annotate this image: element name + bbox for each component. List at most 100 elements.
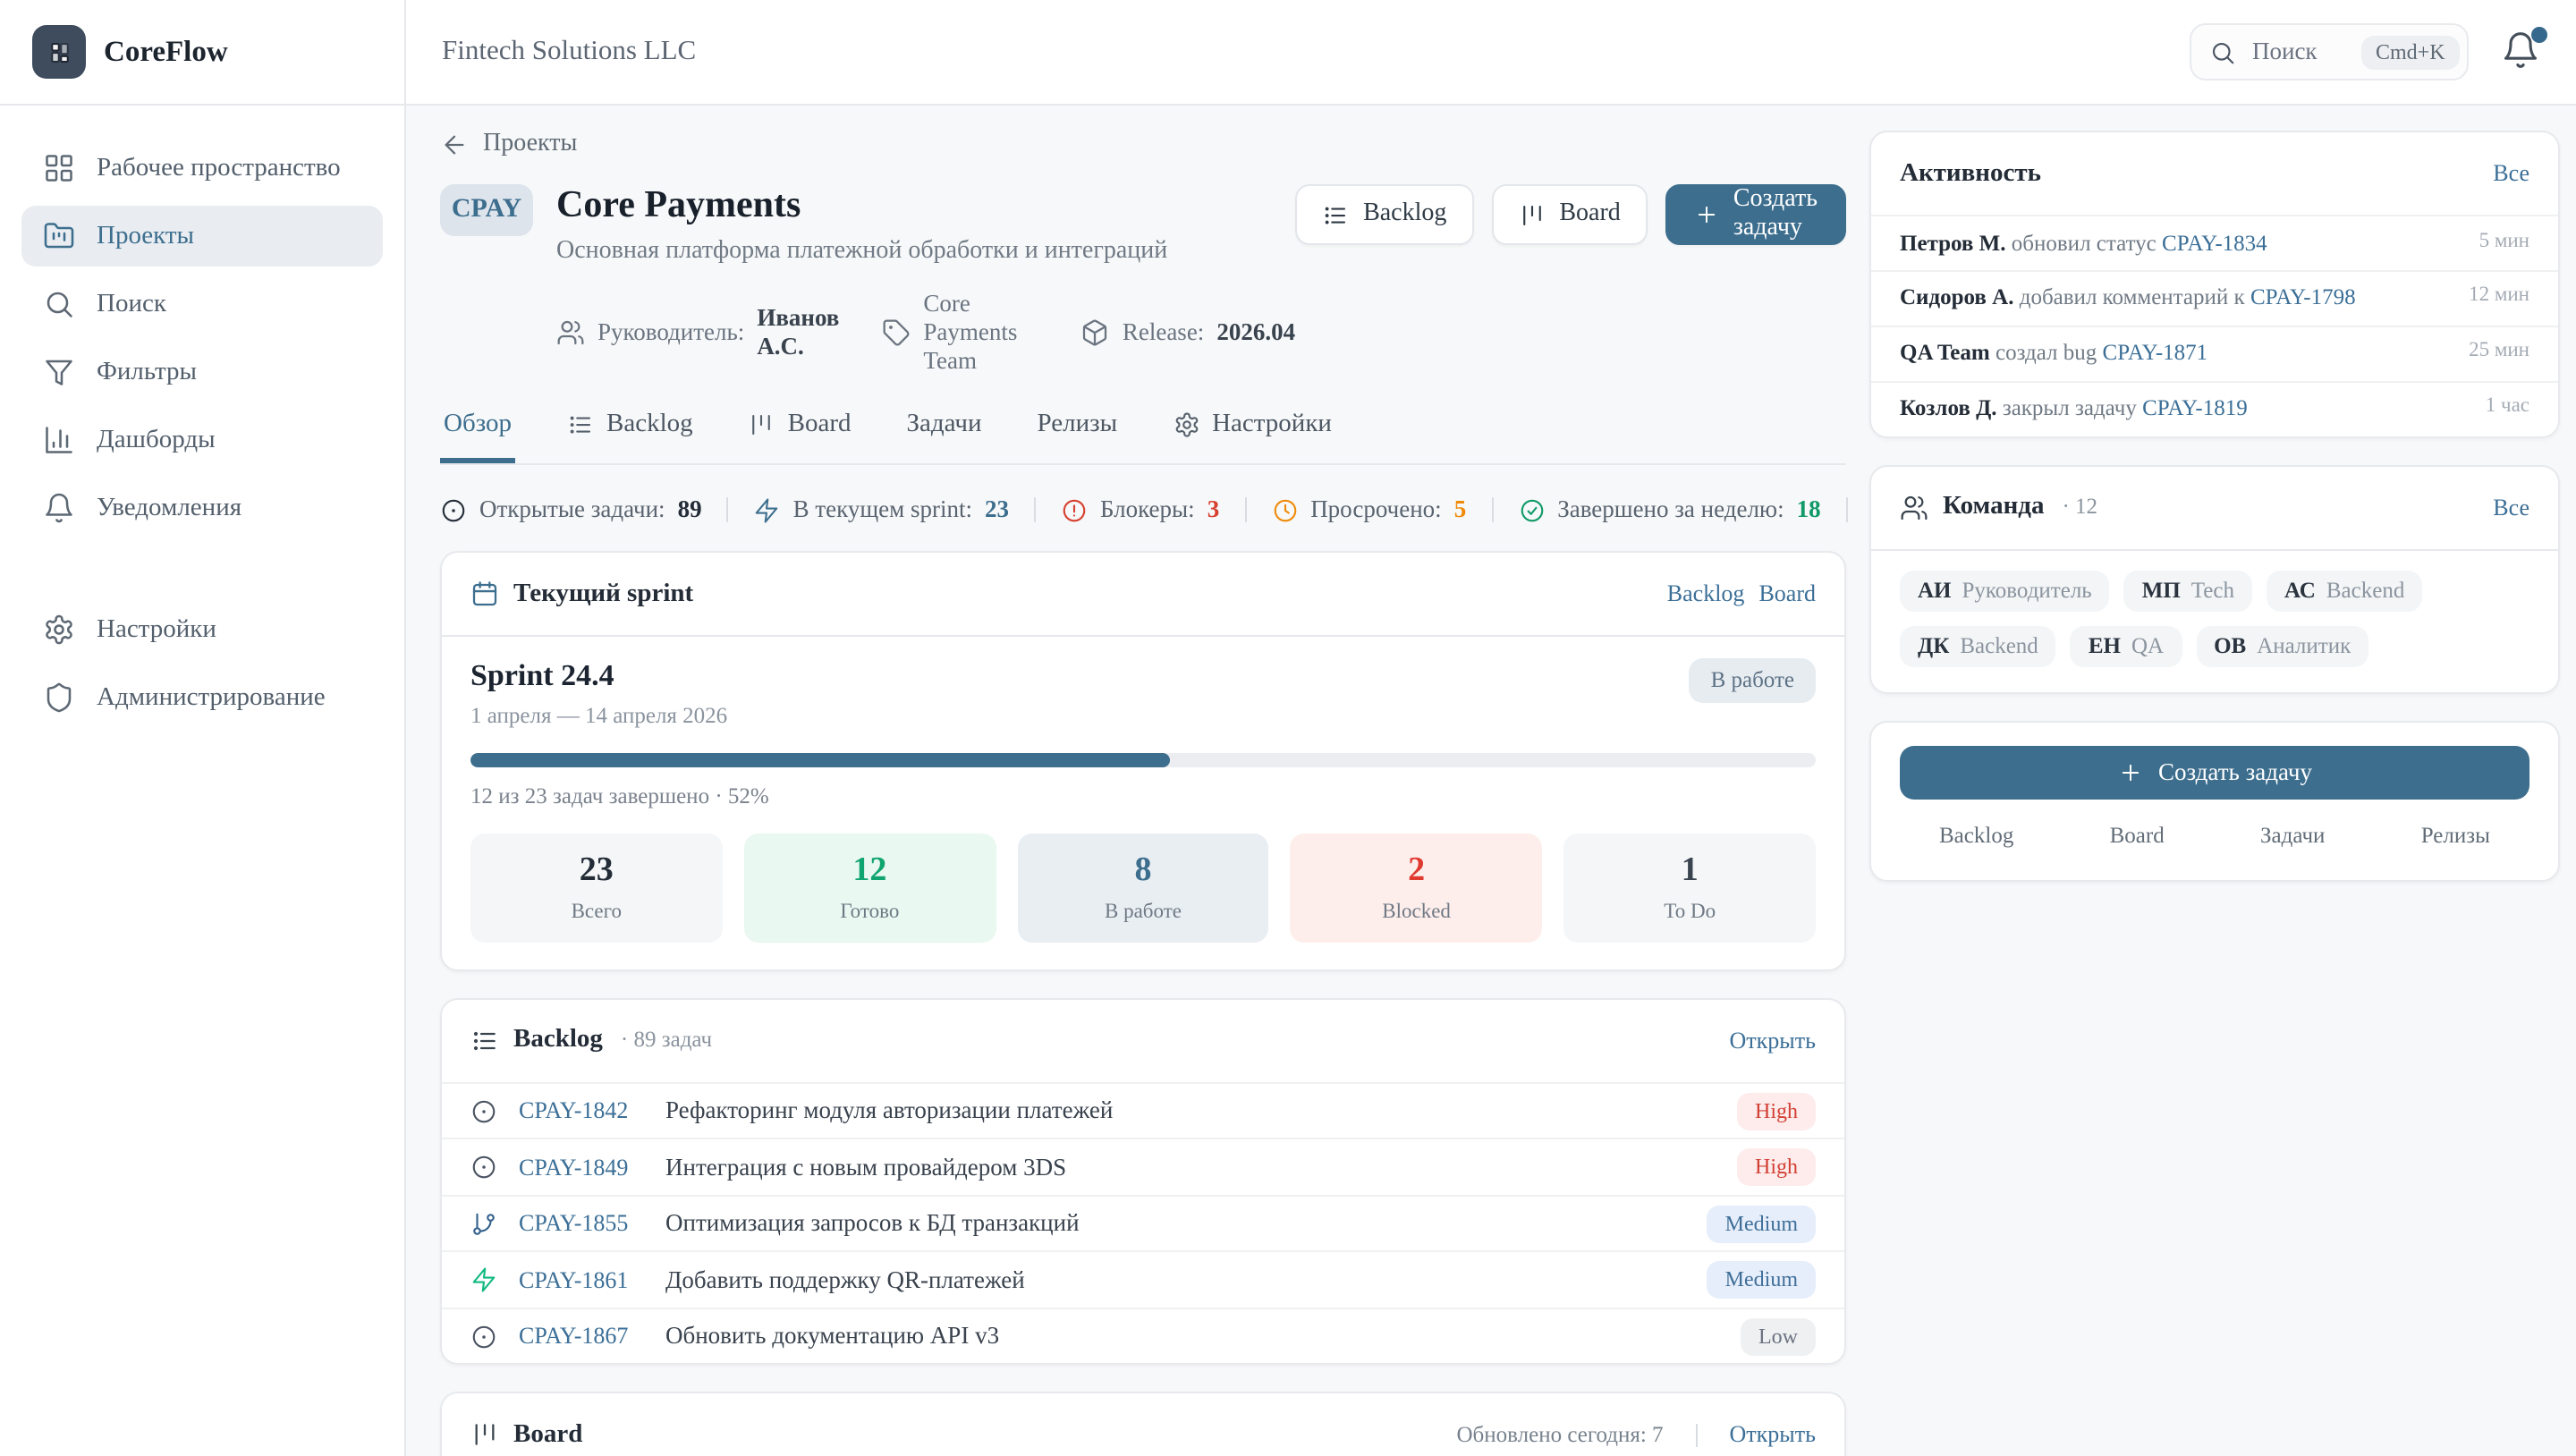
team-member-chip[interactable]: ДК Backend xyxy=(1900,625,2056,666)
issue-id[interactable]: CPAY-1855 xyxy=(519,1209,629,1237)
team-name: Core Payments Team xyxy=(923,290,1018,375)
stat-in-sprint: В текущем sprint: 23 xyxy=(754,495,1009,524)
sidebar-item-label: Поиск xyxy=(97,289,166,317)
team-card-title: Команда xyxy=(1943,492,2045,521)
member-role: Аналитик xyxy=(2257,632,2351,657)
activity-issue-link[interactable]: CPAY-1798 xyxy=(2250,284,2356,310)
sprint-box-blocked: 2 Blocked xyxy=(1290,834,1543,943)
sidebar-item-workspace[interactable]: Рабочее пространство xyxy=(21,138,383,199)
issue-id[interactable]: CPAY-1849 xyxy=(519,1153,629,1181)
sprint-box-total: 23 Всего xyxy=(470,834,723,943)
stat-label: Завершено за неделю: xyxy=(1557,495,1784,523)
grid-icon xyxy=(46,155,72,182)
backlog-card-title: Backlog xyxy=(513,1025,603,1054)
back-to-projects-link[interactable]: Проекты xyxy=(440,131,577,159)
activity-all-link[interactable]: Все xyxy=(2493,159,2529,186)
notifications-bell-button[interactable] xyxy=(2501,27,2547,73)
sprint-status-badge: В работе xyxy=(1689,658,1816,704)
activity-time: 1 час xyxy=(2485,395,2529,418)
sidebar-item-label: Настройки xyxy=(97,614,216,643)
sidebar-item-label: Рабочее пространство xyxy=(97,153,341,182)
tab-tasks[interactable]: Задачи xyxy=(903,410,986,463)
activity-issue-link[interactable]: CPAY-1871 xyxy=(2102,340,2208,366)
activity-time: 12 мин xyxy=(2469,284,2529,307)
sprint-progress-text: 12 из 23 задач завершено · 52% xyxy=(470,783,769,809)
issue-id[interactable]: CPAY-1867 xyxy=(519,1322,629,1350)
backlog-row[interactable]: CPAY-1849 Интеграция с новым провайдером… xyxy=(442,1138,1844,1195)
team-member-chip[interactable]: ОВ Аналитик xyxy=(2196,625,2369,666)
center-column: Проекты CPAY Core Payments Основная плат… xyxy=(440,131,2189,1456)
quick-link-board[interactable]: Board xyxy=(2109,822,2165,847)
team-member-chip[interactable]: АИ Руководитель xyxy=(1900,570,2110,611)
backlog-row[interactable]: CPAY-1861 Добавить поддержку QR-платежей… xyxy=(442,1250,1844,1308)
sidebar-item-projects[interactable]: Проекты xyxy=(21,206,383,267)
tab-settings[interactable]: Настройки xyxy=(1169,410,1335,463)
sprint-progress-track xyxy=(470,753,1816,768)
project-lead: Руководитель: Иванов А.С. xyxy=(556,304,839,361)
quick-link-releases[interactable]: Релизы xyxy=(2420,822,2490,847)
quick-link-backlog[interactable]: Backlog xyxy=(1939,822,2014,847)
backlog-button-label: Backlog xyxy=(1363,200,1447,227)
sidebar-item-notifications[interactable]: Уведомления xyxy=(21,478,383,538)
board-card: Board Обновлено сегодня: 7 Открыть 12 К … xyxy=(440,1392,1846,1456)
backlog-open-link[interactable]: Открыть xyxy=(1729,1026,1816,1054)
team-all-link[interactable]: Все xyxy=(2493,493,2529,520)
board-open-link[interactable]: Открыть xyxy=(1729,1420,1816,1448)
header-actions: Backlog Board Создать задачу xyxy=(1295,184,1846,376)
box-value: 1 xyxy=(1681,851,1699,890)
topbar-right: Cmd+K xyxy=(2190,23,2547,80)
member-role: Backend xyxy=(1960,632,2038,657)
nav-section-gap xyxy=(0,542,404,596)
create-task-button-label: Создать задачу xyxy=(1733,186,1818,241)
team-count: · 12 xyxy=(2062,494,2098,519)
sprint-card-header: Текущий sprint Backlog Board xyxy=(442,553,1844,635)
priority-badge: Low xyxy=(1741,1317,1816,1356)
stat-value: 5 xyxy=(1453,495,1467,523)
global-search[interactable]: Cmd+K xyxy=(2190,23,2469,80)
tab-label: Релизы xyxy=(1037,410,1118,439)
search-input[interactable] xyxy=(2249,36,2349,68)
activity-card-header: Активность Все xyxy=(1871,132,2558,215)
sidebar-item-search[interactable]: Поиск xyxy=(21,274,383,334)
issue-id[interactable]: CPAY-1861 xyxy=(519,1266,629,1293)
box-label: Готово xyxy=(840,901,900,923)
sprint-backlog-link[interactable]: Backlog xyxy=(1666,580,1745,607)
backlog-row[interactable]: CPAY-1867 Обновить документацию API v3 L… xyxy=(442,1307,1844,1364)
sidebar-item-dashboards[interactable]: Дашборды xyxy=(21,410,383,470)
zap-icon xyxy=(756,497,778,522)
tab-backlog[interactable]: Backlog xyxy=(564,410,697,463)
gear-icon xyxy=(46,614,72,645)
issue-title: Рефакторинг модуля авторизации платежей xyxy=(665,1096,1114,1124)
tab-board[interactable]: Board xyxy=(745,410,855,463)
sidebar-item-admin[interactable]: Администрирование xyxy=(21,667,383,728)
project-header-text: Core Payments Основная платформа платежн… xyxy=(556,183,1295,376)
team-member-chip[interactable]: ЕН QA xyxy=(2070,625,2182,666)
create-task-big-button[interactable]: Создать задачу xyxy=(1900,745,2529,799)
issue-id[interactable]: CPAY-1842 xyxy=(519,1096,629,1124)
sidebar-item-filters[interactable]: Фильтры xyxy=(21,342,383,402)
tab-overview[interactable]: Обзор xyxy=(440,410,515,464)
backlog-button[interactable]: Backlog xyxy=(1295,184,1474,245)
member-initials: АС xyxy=(2284,577,2316,602)
sprint-card-body: Sprint 24.4 1 апреля — 14 апреля 2026 В … xyxy=(442,635,1844,969)
box-label: В работе xyxy=(1105,901,1182,923)
tab-label: Настройки xyxy=(1212,410,1332,439)
backlog-row[interactable]: CPAY-1855 Оптимизация запросов к БД тран… xyxy=(442,1194,1844,1251)
sprint-progress-fill xyxy=(470,753,1171,768)
quick-link-tasks[interactable]: Задачи xyxy=(2260,822,2326,847)
sprint-board-link[interactable]: Board xyxy=(1758,580,1816,607)
tab-releases[interactable]: Релизы xyxy=(1034,410,1122,463)
team-members: АИ Руководитель МП Tech АС Backend ДК Backen… xyxy=(1871,548,2558,691)
activity-issue-link[interactable]: CPAY-1819 xyxy=(2142,395,2248,421)
project-key-badge: CPAY xyxy=(440,184,533,236)
stat-label: Открытые задачи: xyxy=(479,495,665,523)
board-button[interactable]: Board xyxy=(1491,184,1648,245)
team-member-chip[interactable]: АС Backend xyxy=(2267,570,2423,611)
sidebar-item-settings[interactable]: Настройки xyxy=(21,599,383,660)
divider xyxy=(1033,497,1036,523)
activity-issue-link[interactable]: CPAY-1834 xyxy=(2162,230,2267,255)
team-member-chip[interactable]: МП Tech xyxy=(2123,570,2252,611)
quick-create-body: Создать задачу Backlog Board Задачи Рели… xyxy=(1871,722,2558,879)
create-task-button[interactable]: Создать задачу xyxy=(1665,184,1846,245)
backlog-row[interactable]: CPAY-1842 Рефакторинг модуля авторизации… xyxy=(442,1081,1844,1139)
